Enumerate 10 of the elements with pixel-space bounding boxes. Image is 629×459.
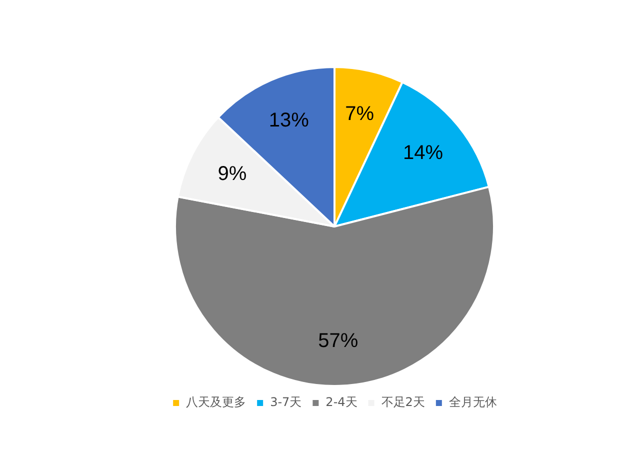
data-label: 57% [318, 330, 358, 352]
data-label: 14% [402, 142, 444, 164]
data-label: 7% [345, 102, 374, 125]
legend-label: 八天及更多 [186, 395, 246, 410]
legend-label: 2-4天 [326, 395, 358, 410]
legend-label: 不足2天 [381, 395, 425, 410]
data-label: 9% [218, 162, 247, 185]
legend-label: 全月无休 [448, 395, 497, 410]
legend-label: 3-7天 [270, 395, 302, 410]
data-label: 13% [268, 110, 310, 132]
